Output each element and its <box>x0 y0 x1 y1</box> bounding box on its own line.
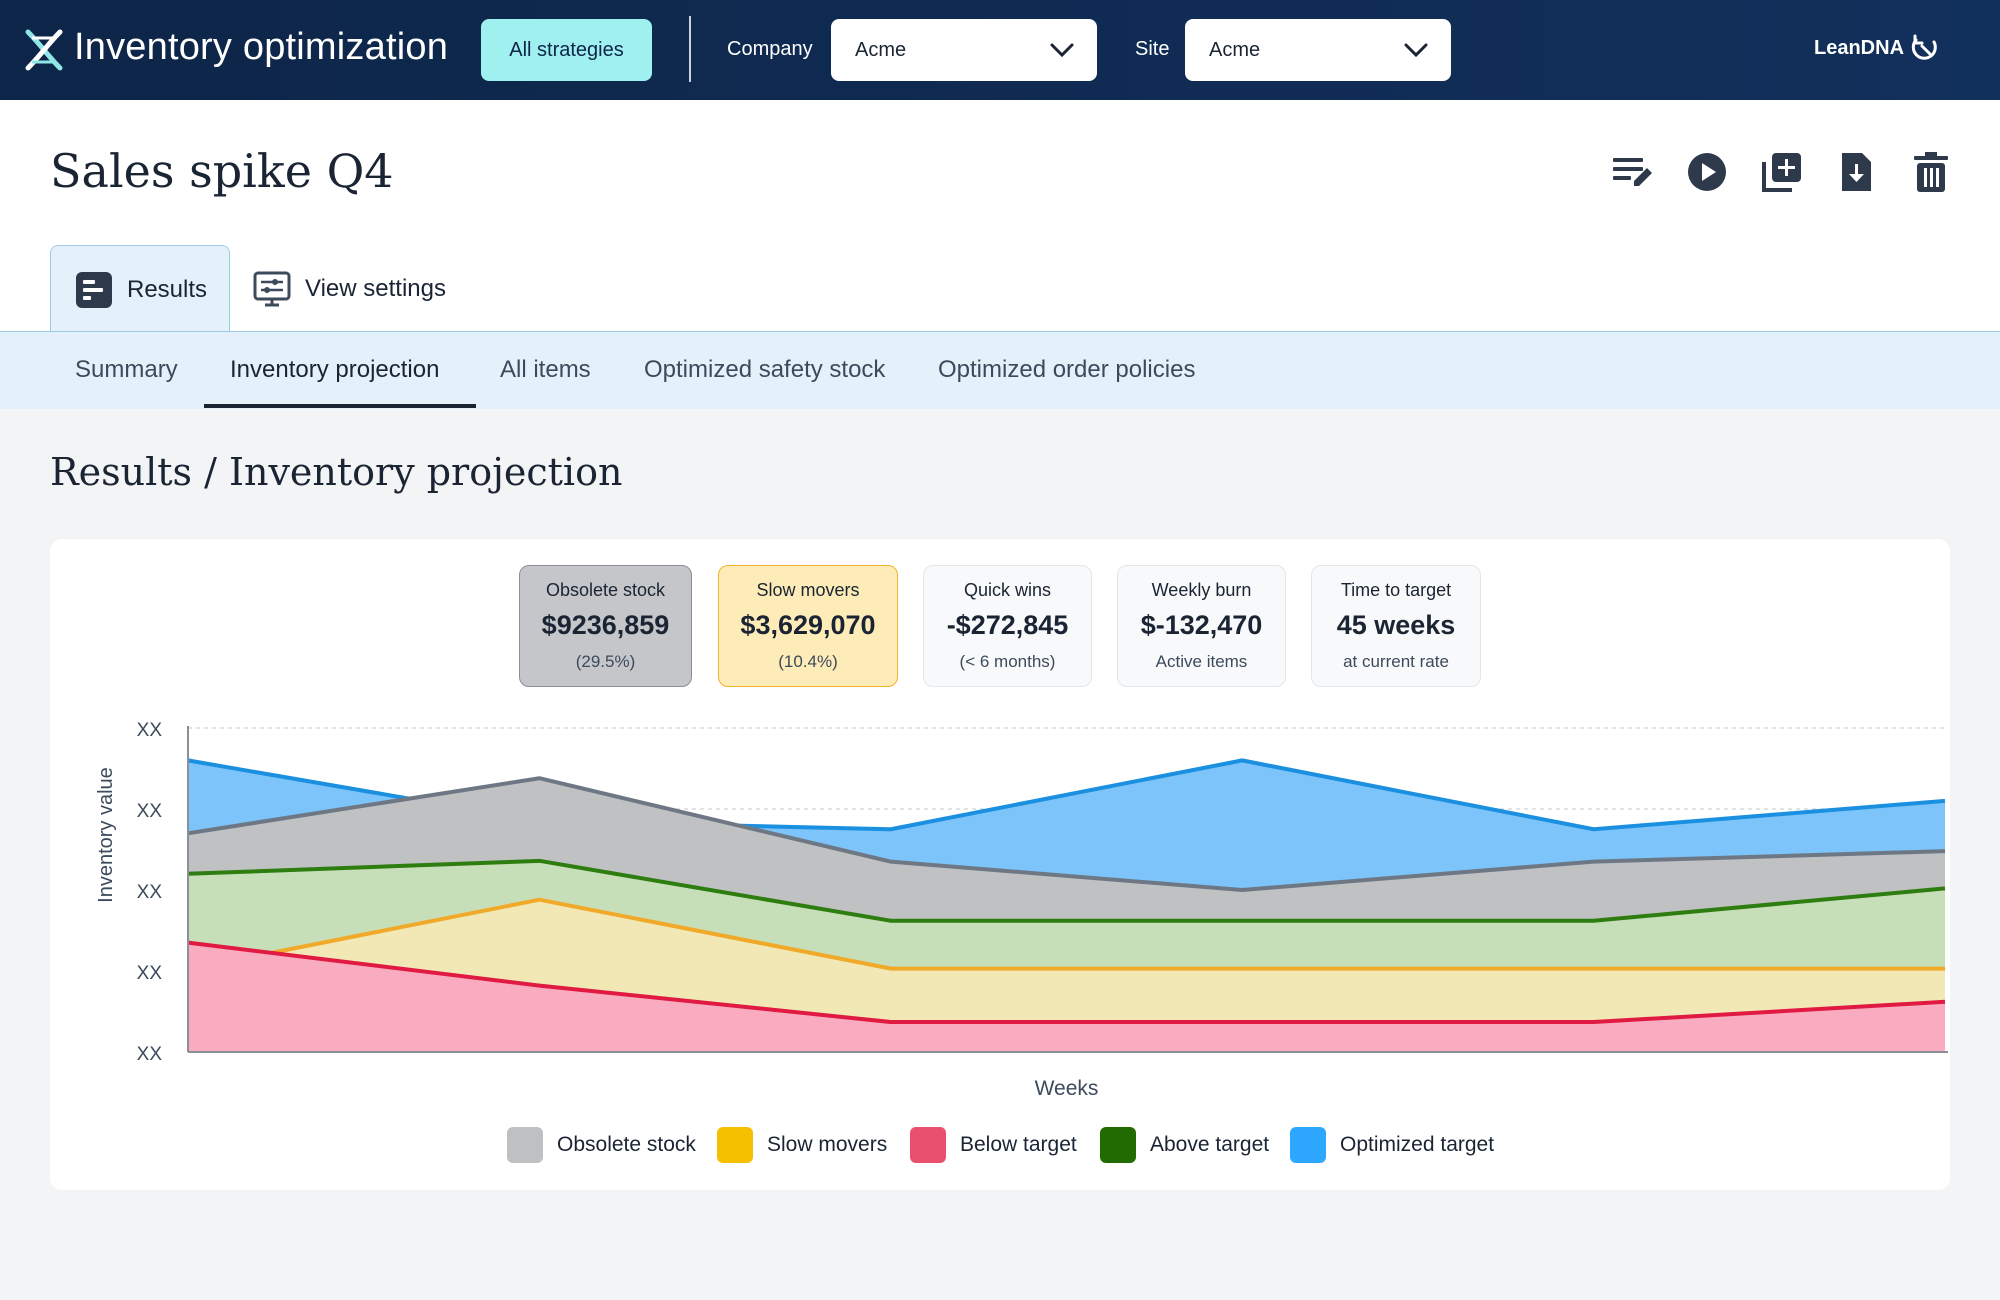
line-below-target <box>187 940 1946 1025</box>
legend-item-above-target[interactable]: Above target <box>1100 1127 1269 1163</box>
all-strategies-button[interactable]: All strategies <box>481 19 652 81</box>
section-title: Results / Inventory projection <box>50 450 623 494</box>
subtab-optimized-order-policies[interactable]: Optimized order policies <box>938 356 1196 383</box>
y-tick-label: XX <box>137 963 163 984</box>
view-settings-icon <box>253 271 291 307</box>
stat-label: Weekly burn <box>1151 580 1252 600</box>
legend-item-obsolete-stock[interactable]: Obsolete stock <box>507 1127 696 1163</box>
line-slow-movers <box>187 897 1945 972</box>
x-axis-label: Weeks <box>1035 1077 1099 1100</box>
y-tick-label: XX <box>137 882 163 903</box>
legend-swatch <box>717 1127 753 1163</box>
legend-swatch <box>910 1127 946 1163</box>
download-icon[interactable] <box>1834 150 1878 194</box>
subtab-optimized-safety-stock[interactable]: Optimized safety stock <box>644 356 886 383</box>
duplicate-icon[interactable] <box>1760 150 1804 194</box>
stat-label: Time to target <box>1340 580 1452 600</box>
topbar-divider <box>689 16 691 82</box>
stat-label: Obsolete stock <box>545 580 666 600</box>
external-link-icon[interactable] <box>1910 34 1940 64</box>
stat-card-obsolete-stock[interactable]: Obsolete stock $9236,859 (29.5%) <box>519 565 692 687</box>
company-select[interactable]: Acme <box>831 19 1097 81</box>
legend-swatch <box>1100 1127 1136 1163</box>
results-icon <box>76 271 112 308</box>
page-title: Sales spike Q4 <box>50 144 394 198</box>
stat-card-weekly-burn[interactable]: Weekly burn $-132,470 Active items <box>1117 565 1286 687</box>
legend-item-slow-movers[interactable]: Slow movers <box>717 1127 887 1163</box>
tab-results[interactable]: Results <box>50 245 230 333</box>
play-icon[interactable] <box>1685 150 1729 194</box>
y-tick-label: XX <box>137 801 163 822</box>
subtab-all-items[interactable]: All items <box>500 356 591 383</box>
dna-logo-icon <box>25 29 63 71</box>
stat-card-time-to-target[interactable]: Time to target 45 weeks at current rate <box>1311 565 1481 687</box>
legend-label: Obsolete stock <box>557 1133 696 1156</box>
legend-item-below-target[interactable]: Below target <box>910 1127 1077 1163</box>
stat-value: 45 weeks <box>1336 610 1456 640</box>
legend-label: Optimized target <box>1340 1133 1495 1156</box>
stat-value: $3,629,070 <box>740 610 876 640</box>
tab-view-settings-label: View settings <box>305 275 446 302</box>
stat-label: Slow movers <box>756 580 860 600</box>
delete-icon[interactable] <box>1909 150 1953 194</box>
active-subtab-indicator <box>204 404 476 408</box>
legend-label: Above target <box>1150 1133 1270 1156</box>
company-select-value: Acme <box>855 38 907 61</box>
subtab-summary[interactable]: Summary <box>75 356 178 383</box>
chevron-down-icon <box>1050 43 1074 58</box>
stat-label: Quick wins <box>963 580 1052 600</box>
stat-card-slow-movers[interactable]: Slow movers $3,629,070 (10.4%) <box>718 565 898 687</box>
stat-value: $9236,859 <box>541 610 670 640</box>
top-bar: Inventory optimization All strategies Co… <box>0 0 2000 100</box>
y-axis-label: Inventory value <box>95 767 117 903</box>
tab-view-settings[interactable]: View settings <box>253 245 446 333</box>
stat-value: $-132,470 <box>1140 610 1263 640</box>
legend-swatch <box>1290 1127 1326 1163</box>
brand-link[interactable]: LeanDNA <box>1814 37 1905 59</box>
legend-label: Slow movers <box>767 1133 888 1156</box>
edit-icon[interactable] <box>1610 150 1654 194</box>
page-header <box>0 100 2000 332</box>
legend-item-optimized-target[interactable]: Optimized target <box>1290 1127 1494 1163</box>
stat-sub: at current rate <box>1343 652 1449 671</box>
line-obsolete-stock <box>187 776 1946 892</box>
company-label: Company <box>727 38 813 60</box>
chevron-down-icon <box>1404 43 1428 58</box>
site-label: Site <box>1135 38 1170 60</box>
line-above-target <box>187 858 1946 923</box>
area-below-target <box>188 942 1945 1052</box>
stat-card-quick-wins[interactable]: Quick wins -$272,845 (< 6 months) <box>923 565 1092 687</box>
stat-sub: (29.5%) <box>575 652 636 671</box>
y-tick-label: XX <box>137 1044 163 1065</box>
legend-label: Below target <box>960 1133 1077 1156</box>
stat-value: -$272,845 <box>946 610 1069 640</box>
stat-sub: (10.4%) <box>778 652 838 671</box>
stat-sub: (< 6 months) <box>959 652 1056 671</box>
site-select[interactable]: Acme <box>1185 19 1451 81</box>
legend-swatch <box>507 1127 543 1163</box>
app-title: Inventory optimization <box>74 26 449 68</box>
subtab-inventory-projection[interactable]: Inventory projection <box>230 356 440 383</box>
stat-sub: Active items <box>1155 652 1248 671</box>
site-select-value: Acme <box>1209 38 1261 61</box>
subnav-bar <box>0 331 2000 409</box>
y-tick-label: XX <box>137 720 163 741</box>
tab-results-label: Results <box>127 275 208 303</box>
chart-legend: Obsolete stock Slow movers Below target … <box>0 1127 2000 1167</box>
